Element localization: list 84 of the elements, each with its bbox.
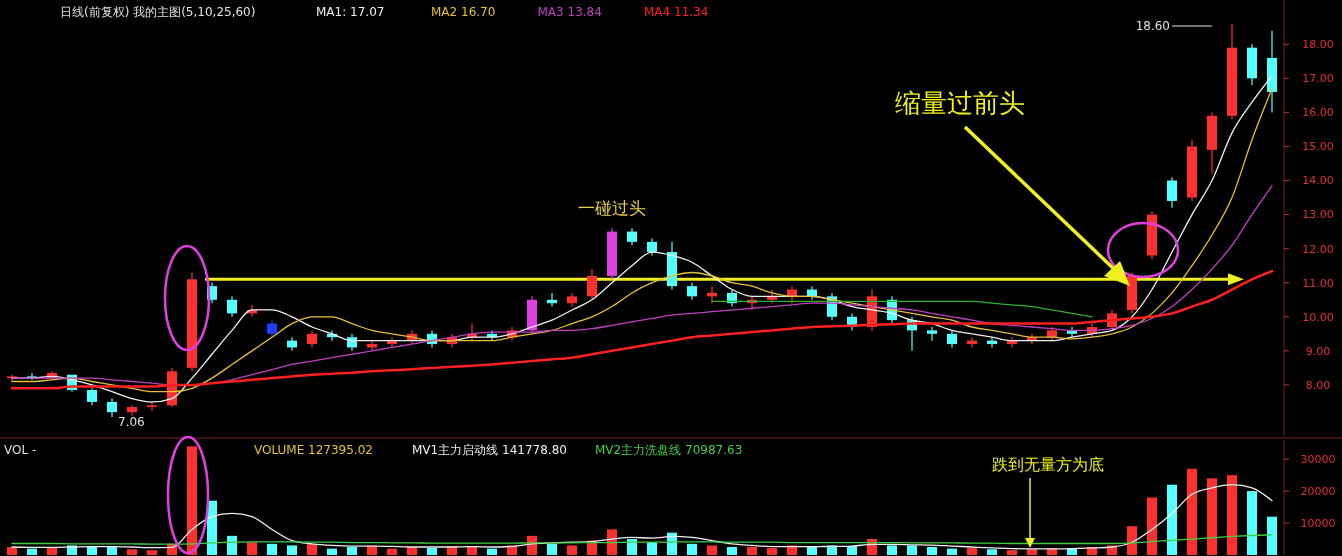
- annotation: 跌到无量方为底: [992, 455, 1104, 474]
- bar: [907, 545, 917, 555]
- bar: [1147, 497, 1157, 555]
- text: MA1: 17.07: [316, 5, 385, 19]
- text: MA2 16.70: [431, 5, 496, 19]
- bar: [287, 545, 297, 555]
- bar: [547, 543, 557, 555]
- y-tick-label: 18.00: [1302, 38, 1334, 52]
- bar: [627, 539, 637, 555]
- bar: [487, 548, 497, 555]
- bar: [647, 542, 657, 555]
- bar: [27, 548, 37, 555]
- bar: [607, 529, 617, 555]
- annotation: VOLUME 127395.02: [254, 443, 373, 457]
- y-tick-label: 10000: [1300, 516, 1336, 530]
- bar: [687, 543, 697, 555]
- bar: [467, 546, 477, 555]
- bar: [947, 548, 957, 555]
- text: MV2主力洗盘线 70987.63: [595, 443, 743, 457]
- annotation: 7.06: [118, 415, 145, 429]
- bar: [1227, 475, 1237, 555]
- bar: [387, 548, 397, 555]
- y-tick-label: 16.00: [1302, 106, 1334, 120]
- bar: [127, 549, 137, 555]
- bar: [347, 547, 357, 555]
- bar: [267, 543, 277, 555]
- bar: [327, 548, 337, 555]
- bar: [787, 545, 797, 555]
- bar: [1267, 516, 1277, 555]
- line-series: [11, 484, 1273, 550]
- candlestick: [587, 268, 597, 301]
- bar: [847, 546, 857, 555]
- bar: [807, 547, 817, 555]
- candlestick: [127, 404, 137, 417]
- bar: [887, 545, 897, 555]
- text: MV1主力启动线 141778.80: [412, 443, 567, 457]
- bar: [707, 545, 717, 555]
- y-tick-label: 11.00: [1302, 276, 1334, 290]
- y-tick-label: 15.00: [1302, 140, 1334, 154]
- bar: [147, 550, 157, 555]
- chart-title: VOL -: [4, 443, 37, 457]
- line-series: [10, 269, 1274, 390]
- bar: [1207, 478, 1217, 555]
- bar: [567, 545, 577, 555]
- y-tick-label: 17.00: [1302, 72, 1334, 86]
- bar: [7, 547, 17, 555]
- bar: [1167, 484, 1177, 555]
- bar: [727, 547, 737, 555]
- y-tick-label: 8.00: [1305, 378, 1331, 392]
- y-tick-label: 9.00: [1305, 344, 1331, 358]
- y-tick-label: 10.00: [1302, 310, 1334, 324]
- candlestick: [147, 401, 157, 412]
- bar: [247, 542, 257, 555]
- candlestick: [107, 397, 117, 418]
- bar: [47, 547, 57, 555]
- text: 日线(前复权) 我的主图(5,10,25,60): [60, 5, 256, 19]
- bar: [427, 547, 437, 555]
- candlestick: [227, 295, 237, 318]
- bar: [187, 446, 197, 555]
- annotation: 缩量过前头: [895, 88, 1025, 118]
- y-tick-label: 30000: [1300, 453, 1336, 467]
- y-tick-label: 13.00: [1302, 208, 1334, 222]
- y-tick-label: 14.00: [1302, 174, 1334, 188]
- bar: [767, 547, 777, 555]
- y-tick-label: 20000: [1300, 484, 1336, 498]
- bar: [1007, 550, 1017, 555]
- text: MA3 13.84: [537, 5, 602, 19]
- candlestick: [1167, 176, 1177, 209]
- bar: [827, 545, 837, 555]
- bar: [967, 547, 977, 555]
- y-tick-label: 12.00: [1302, 242, 1334, 256]
- annotation: 一碰过头: [578, 198, 646, 218]
- bar: [307, 543, 317, 555]
- bar: [987, 549, 997, 555]
- bar: [1247, 491, 1257, 555]
- text: MA4 11.34: [644, 5, 709, 19]
- bar: [107, 547, 117, 555]
- candlestick: [927, 326, 937, 342]
- annotation: 18.60: [1135, 19, 1170, 33]
- bar: [927, 547, 937, 555]
- bar: [1127, 526, 1137, 555]
- bar: [747, 547, 757, 555]
- bar: [1187, 468, 1197, 555]
- bar: [227, 535, 237, 555]
